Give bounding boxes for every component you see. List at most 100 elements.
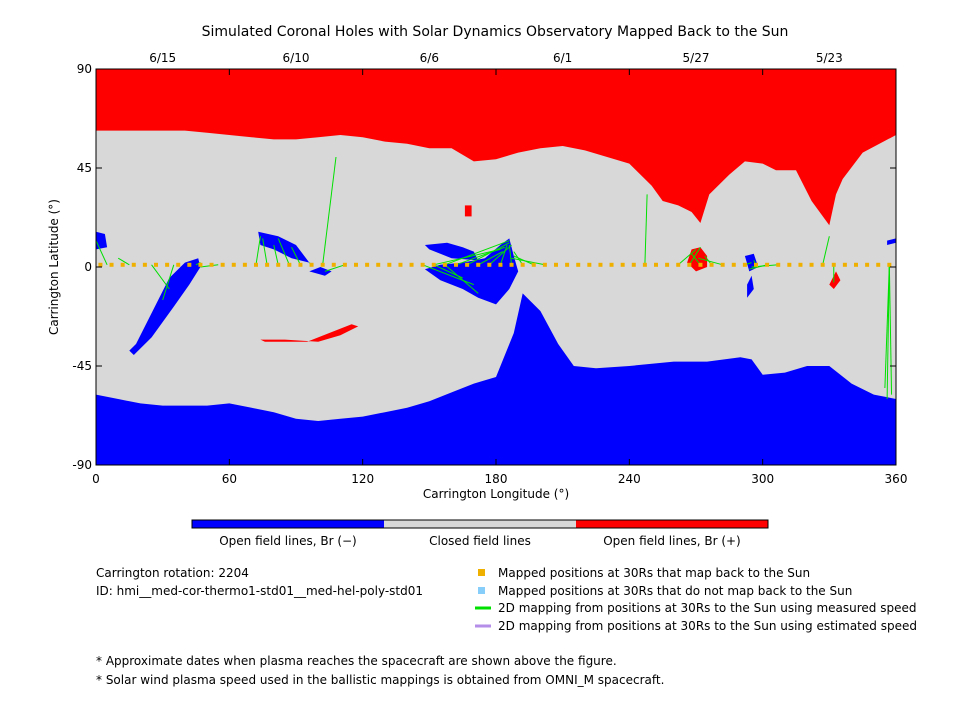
field-line-1 [117,257,130,266]
mapped-point-4 [142,262,147,267]
mapped-point-51 [665,262,670,267]
mapped-positions [98,262,892,267]
map-area [96,69,896,465]
colorbar-label-2: Open field lines, Br (+) [603,534,741,548]
coronal-hole-positive-11 [829,271,841,289]
mapped-point-42 [565,262,570,267]
mapped-point-45 [598,262,603,267]
mapped-point-23 [354,262,358,267]
field-line-5 [200,264,219,268]
mapped-point-60 [765,262,770,267]
field-line-6 [255,236,261,265]
field-line-38 [822,236,830,265]
mapped-point-33 [465,262,470,267]
coronal-hole-negative-2 [258,231,310,263]
mapped-point-0 [98,262,103,267]
mapped-point-64 [809,262,814,267]
carrington-rotation: Carrington rotation: 2204 [96,566,249,580]
mapped-point-46 [609,262,614,267]
mapped-point-58 [742,262,747,267]
mapped-point-22 [342,262,347,267]
field-line-14 [433,248,501,266]
footnote-speed: * Solar wind plasma speed used in the ba… [96,673,664,687]
mapped-point-52 [676,262,681,267]
mapped-point-6 [165,262,170,267]
legend-measured-speed: 2D mapping from positions at 30Rs to the… [498,601,916,615]
field-line-28 [644,194,648,265]
mapped-point-44 [587,262,592,267]
field-line-2 [151,264,170,290]
legend-not-mapped: Mapped positions at 30Rs that do not map… [498,584,852,598]
mapped-point-71 [887,262,892,267]
field-line-15 [444,240,510,266]
legend-estimated-speed: 2D mapping from positions at 30Rs to the… [498,619,917,633]
mapped-point-38 [520,262,525,267]
mapped-point-31 [442,262,447,267]
y-axis-label: Carrington Latitude (°) [47,199,61,335]
mapped-point-16 [276,262,281,267]
field-line-29 [677,249,697,266]
date-label-5: 5/23 [816,51,843,65]
mapped-point-3 [131,262,136,267]
legend-swatch-mapped-back [478,569,485,576]
x-axis-label: Carrington Longitude (°) [423,487,569,501]
field-line-33 [698,257,723,266]
field-line-41 [884,264,890,389]
x-tick-label-5: 300 [751,472,774,486]
colorbar-label-0: Open field lines, Br (−) [219,534,357,548]
mapped-point-68 [854,262,858,267]
chart-title: Simulated Coronal Holes with Solar Dynam… [202,24,789,40]
field-line-24 [511,257,545,266]
mapped-point-12 [231,262,236,267]
coronal-hole-negative-7 [747,275,754,298]
mapped-point-59 [754,262,758,267]
field-line-3 [162,264,175,301]
mapped-point-5 [154,262,158,267]
mapped-point-53 [687,262,692,267]
mapped-point-11 [220,262,225,267]
colorbar-label-1: Closed field lines [429,534,531,548]
mapped-point-18 [298,262,303,267]
date-label-0: 6/15 [149,51,176,65]
model-id: ID: hmi__med-cor-thermo1-std01__med-hel-… [96,584,423,598]
mapped-point-21 [331,262,336,267]
field-line-12 [322,156,337,265]
field-line-8 [273,244,279,265]
mapped-point-28 [409,262,414,267]
x-tick-label-2: 120 [351,472,374,486]
mapped-point-30 [431,262,436,267]
colorbar-frame [191,519,769,529]
y-tick-label-3: -45 [72,359,92,373]
mapped-point-29 [420,262,425,267]
x-tick-label-1: 60 [222,472,237,486]
y-tick-label-4: -90 [72,458,92,472]
coronal-hole-negative-3 [309,267,332,276]
field-line-9 [277,238,290,265]
coronal-hole-negative-1 [96,231,108,250]
date-label-1: 6/10 [283,51,310,65]
south-polar-open-region [96,293,896,465]
mapped-point-56 [720,262,725,267]
mapped-point-7 [176,262,181,267]
mapped-point-41 [554,262,558,267]
mapped-point-49 [642,262,647,267]
x-tick-label-3: 180 [485,472,508,486]
mapped-point-17 [287,262,292,267]
date-label-3: 6/1 [553,51,572,65]
mapped-point-70 [876,262,881,267]
field-line-20 [499,244,508,265]
mapped-point-1 [109,262,114,267]
mapped-point-47 [620,262,625,267]
x-tick-label-0: 0 [92,472,100,486]
mapped-point-69 [865,262,870,267]
legend-mapped-back: Mapped positions at 30Rs that map back t… [498,566,810,580]
field-line-21 [508,244,513,265]
mapped-point-50 [654,262,658,267]
field-line-25 [422,264,474,286]
field-line-18 [477,251,503,266]
field-line-mappings [96,156,893,400]
legend-swatch-not-mapped [478,587,485,594]
mapped-point-19 [309,262,314,267]
